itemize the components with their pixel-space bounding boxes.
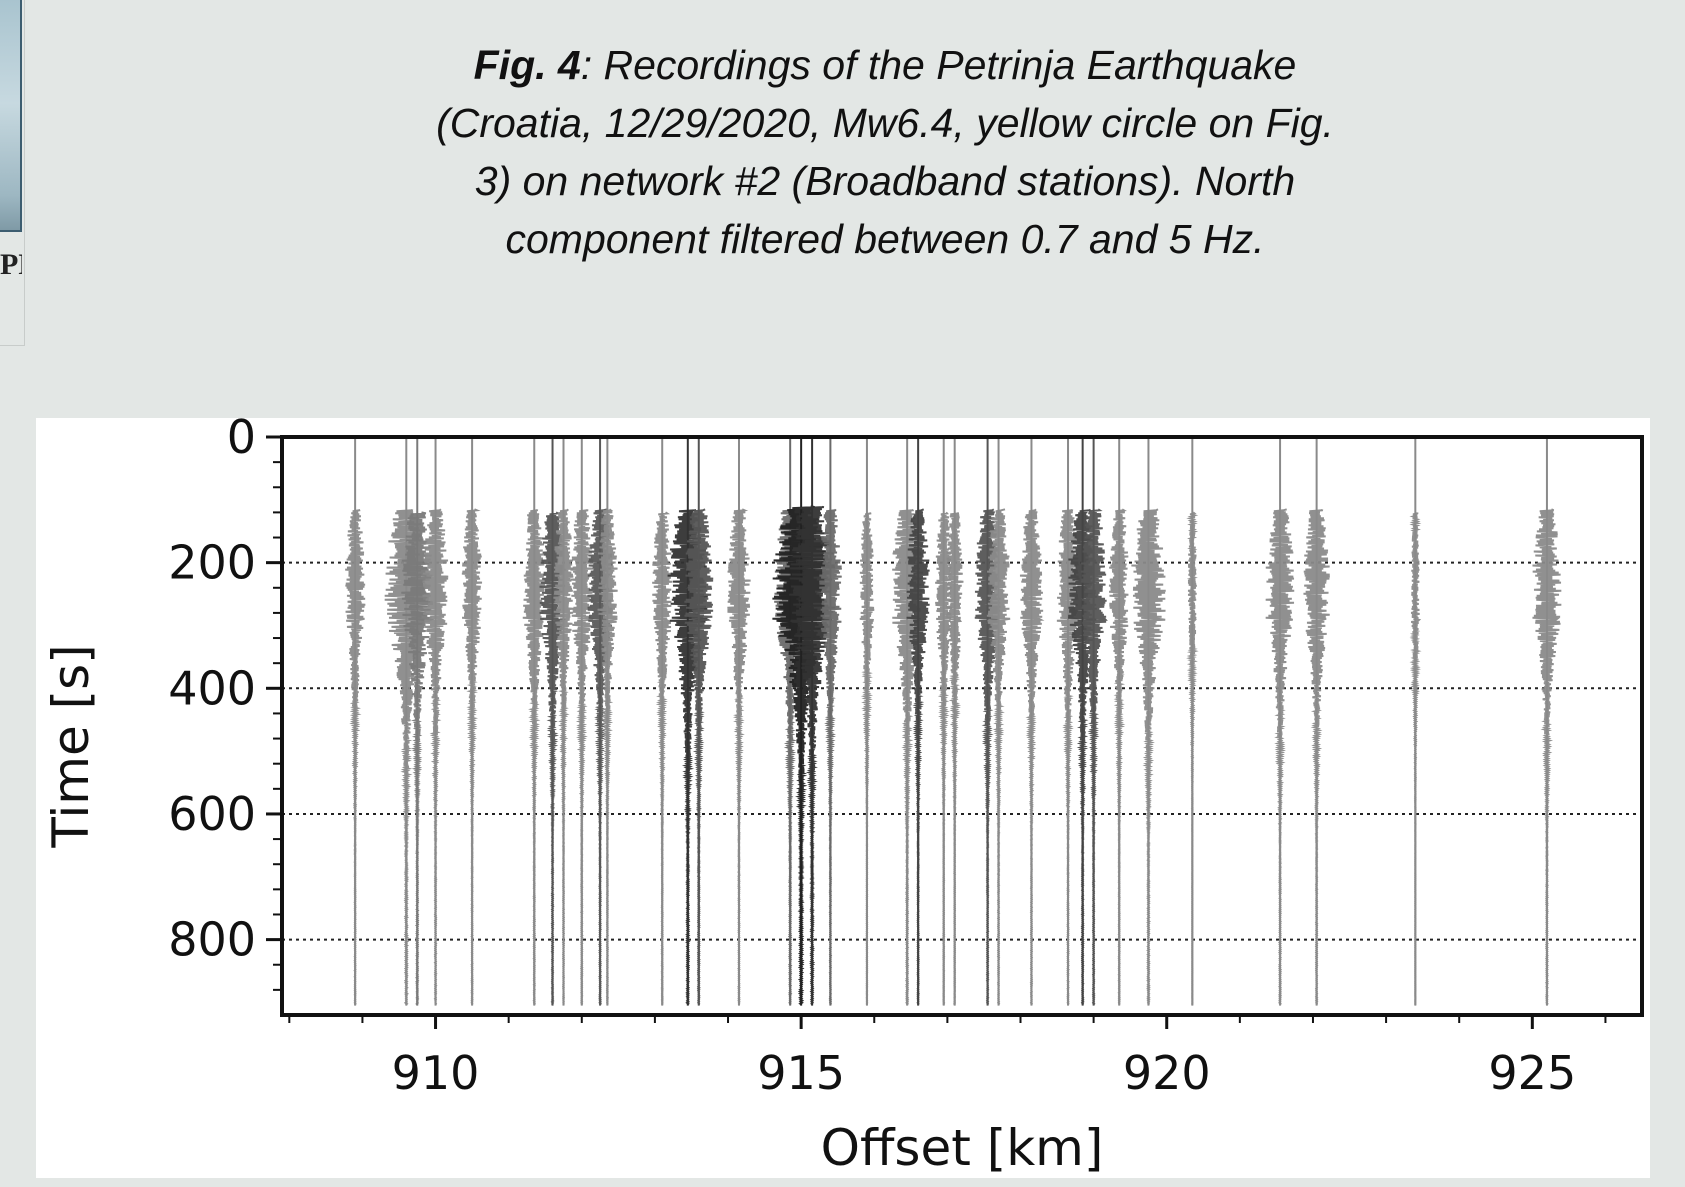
trace-wiggle bbox=[384, 509, 429, 1006]
trace-wiggle bbox=[1108, 508, 1129, 1006]
seismic-trace bbox=[401, 439, 435, 1006]
trace-wiggle bbox=[401, 511, 435, 1006]
seismic-trace bbox=[1081, 439, 1108, 1006]
seismic-trace bbox=[892, 439, 923, 1006]
plot-frame bbox=[280, 435, 1644, 1017]
seismic-trace bbox=[345, 439, 366, 1006]
trace-wiggle bbox=[522, 509, 546, 1006]
seismic-trace bbox=[974, 439, 1001, 1006]
trace-wiggle bbox=[1186, 511, 1199, 1006]
y-tick-label: 400 bbox=[168, 661, 256, 715]
y-axis-label: Time [s] bbox=[42, 644, 100, 848]
caption-line-3: 3) on network #2 (Broadband stations). N… bbox=[474, 158, 1296, 204]
trace-wiggle bbox=[539, 511, 567, 1006]
trace-wiggle bbox=[587, 508, 614, 1006]
seismic-trace bbox=[1019, 439, 1045, 1006]
seismic-trace bbox=[986, 439, 1011, 1006]
seismic-trace bbox=[1131, 439, 1166, 1006]
trace-wiggle bbox=[1131, 508, 1166, 1006]
y-tick-label: 800 bbox=[168, 913, 256, 967]
caption-line-1-text: : Recordings of the Petrinja Earthquake bbox=[580, 42, 1297, 88]
trace-wiggle bbox=[684, 508, 714, 1006]
caption-line-1: Fig. 4: Recordings of the Petrinja Earth… bbox=[360, 36, 1410, 94]
x-tick-label: 925 bbox=[1488, 1046, 1576, 1100]
seismic-trace bbox=[1532, 439, 1562, 1006]
seismic-trace bbox=[1108, 439, 1129, 1006]
seismic-trace bbox=[946, 439, 964, 1006]
trace-wiggle bbox=[906, 508, 930, 1006]
trace-wiggle bbox=[946, 512, 964, 1006]
x-tick-label: 910 bbox=[392, 1046, 480, 1100]
trace-wiggle bbox=[1019, 508, 1045, 1006]
seismogram-figure: 0 200 400 600 800 910 915 920 925 Offset [km] Ti… bbox=[36, 418, 1650, 1178]
grid-lines bbox=[282, 561, 1642, 941]
cropped-map-thumbnail bbox=[0, 0, 22, 232]
seismic-trace bbox=[1056, 439, 1081, 1006]
trace-wiggle bbox=[819, 508, 842, 1006]
caption-fig-label: Fig. 4 bbox=[473, 42, 581, 88]
trace-wiggle bbox=[652, 511, 673, 1006]
seismic-trace bbox=[384, 439, 429, 1006]
seismic-trace bbox=[906, 439, 930, 1006]
seismic-trace bbox=[819, 439, 842, 1006]
trace-wiggle bbox=[1409, 512, 1422, 1006]
trace-group bbox=[345, 439, 1562, 1006]
x-tick-label: 920 bbox=[1123, 1046, 1211, 1100]
trace-wiggle bbox=[667, 509, 708, 1006]
trace-wiggle bbox=[422, 508, 449, 1006]
seismic-trace bbox=[422, 439, 449, 1006]
seismic-trace bbox=[935, 439, 953, 1006]
seismogram-plot: 0 200 400 600 800 910 915 920 925 Offset [km] Ti… bbox=[42, 418, 1644, 1177]
seismic-trace bbox=[570, 439, 596, 1006]
figure-caption: Fig. 4: Recordings of the Petrinja Earth… bbox=[360, 36, 1410, 268]
seismic-trace bbox=[1409, 439, 1422, 1006]
trace-wiggle bbox=[461, 508, 483, 1006]
caption-line-4: component filtered between 0.7 and 5 Hz. bbox=[505, 216, 1265, 262]
trace-wiggle bbox=[1068, 508, 1098, 1006]
seismic-trace bbox=[587, 439, 614, 1006]
seismic-trace bbox=[684, 439, 714, 1006]
seismic-trace bbox=[461, 439, 483, 1006]
x-tick-label: 915 bbox=[757, 1046, 845, 1100]
seismic-trace bbox=[667, 439, 708, 1006]
trace-wiggle bbox=[1056, 509, 1081, 1006]
axis-ticks: 0 200 400 600 800 910 915 920 925 bbox=[168, 418, 1607, 1100]
caption-line-2: (Croatia, 12/29/2020, Mw6.4, yellow circ… bbox=[436, 100, 1334, 146]
cropped-left-figure: PE bbox=[0, 0, 25, 346]
y-tick-label: 600 bbox=[168, 787, 256, 841]
x-axis-label: Offset [km] bbox=[821, 1119, 1104, 1177]
y-tick-label: 200 bbox=[168, 536, 256, 590]
seismic-trace bbox=[859, 439, 875, 1006]
seismic-trace bbox=[1265, 439, 1295, 1006]
trace-wiggle bbox=[935, 511, 953, 1006]
seismic-trace bbox=[597, 439, 618, 1006]
trace-wiggle bbox=[345, 509, 366, 1006]
trace-wiggle bbox=[974, 508, 1001, 1006]
trace-wiggle bbox=[1303, 509, 1330, 1006]
trace-wiggle bbox=[1265, 508, 1295, 1006]
seismic-trace bbox=[539, 439, 567, 1006]
y-tick-label: 0 bbox=[227, 418, 256, 464]
trace-wiggle bbox=[597, 508, 618, 1006]
trace-wiggle bbox=[859, 512, 875, 1006]
seismic-trace bbox=[772, 439, 831, 1006]
seismic-trace bbox=[789, 439, 836, 1006]
seismic-trace bbox=[1068, 439, 1098, 1006]
trace-wiggle bbox=[789, 505, 836, 1006]
trace-wiggle bbox=[570, 509, 596, 1006]
seismic-trace bbox=[1303, 439, 1330, 1006]
trace-wiggle bbox=[727, 508, 751, 1006]
cropped-left-text: PE bbox=[0, 248, 22, 281]
seismic-trace bbox=[652, 439, 673, 1006]
seismic-trace bbox=[727, 439, 751, 1006]
trace-wiggle bbox=[1532, 508, 1562, 1006]
seismic-trace bbox=[553, 439, 574, 1006]
trace-wiggle bbox=[986, 508, 1011, 1006]
trace-wiggle bbox=[1081, 508, 1108, 1006]
trace-wiggle bbox=[553, 508, 574, 1006]
seismic-trace bbox=[522, 439, 546, 1006]
trace-wiggle bbox=[892, 508, 923, 1006]
seismic-trace bbox=[1186, 439, 1199, 1006]
